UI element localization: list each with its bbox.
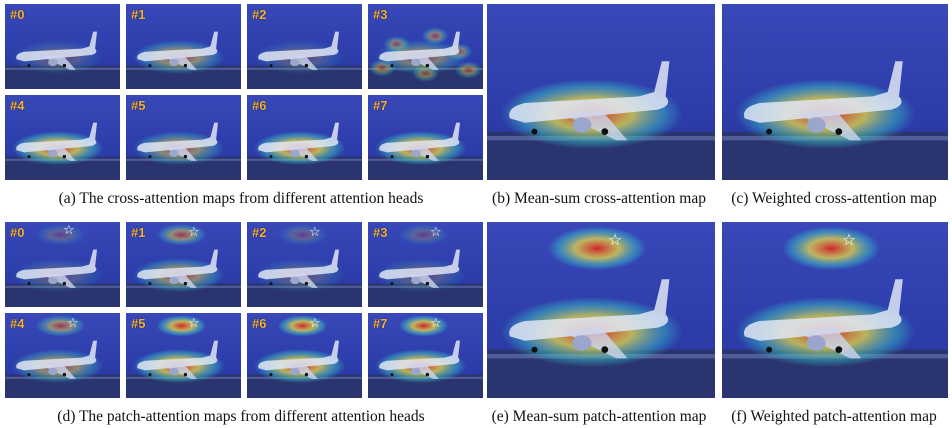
cross-mean-sum-map (487, 4, 715, 180)
cross-head-map: #3 (368, 4, 483, 89)
cross-weighted-map (722, 4, 948, 180)
patch-head-map: #5 ☆ (126, 313, 241, 398)
star-icon: ☆ (430, 316, 442, 331)
caption-d: (d) The patch-attention maps from differ… (57, 408, 425, 425)
patch-head-map: #7 ☆ (368, 313, 483, 398)
star-icon: ☆ (67, 316, 79, 331)
patch-head-map: #4 ☆ (5, 313, 120, 398)
patch-head-map: #3 ☆ (368, 222, 483, 307)
star-icon: ☆ (63, 223, 75, 238)
cross-head-map: #4 (5, 95, 120, 180)
caption-b: (b) Mean-sum cross-attention map (492, 190, 706, 207)
patch-head-map: #1 ☆ (126, 222, 241, 307)
cross-head-map: #2 (247, 4, 362, 89)
star-icon: ☆ (430, 225, 442, 240)
patch-head-map: #2 ☆ (247, 222, 362, 307)
star-icon: ☆ (607, 230, 623, 249)
patch-head-map: #6 ☆ (247, 313, 362, 398)
cross-head-map: #7 (368, 95, 483, 180)
caption-a: (a) The cross-attention maps from differ… (58, 190, 424, 207)
star-icon: ☆ (188, 225, 200, 240)
star-icon: ☆ (309, 316, 321, 331)
caption-c: (c) Weighted cross-attention map (731, 190, 937, 207)
cross-head-map: #5 (126, 95, 241, 180)
patch-mean-sum-map: ☆ (487, 222, 715, 398)
patch-weighted-map: ☆ (722, 222, 948, 398)
cross-head-map: #1 (126, 4, 241, 89)
star-icon: ☆ (309, 225, 321, 240)
star-icon: ☆ (188, 316, 200, 331)
caption-e: (e) Mean-sum patch-attention map (491, 408, 707, 425)
cross-head-map: #6 (247, 95, 362, 180)
patch-head-map: #0 ☆ (5, 222, 120, 307)
star-icon: ☆ (841, 230, 857, 249)
caption-f: (f) Weighted patch-attention map (731, 408, 937, 425)
cross-head-map: #0 (5, 4, 120, 89)
